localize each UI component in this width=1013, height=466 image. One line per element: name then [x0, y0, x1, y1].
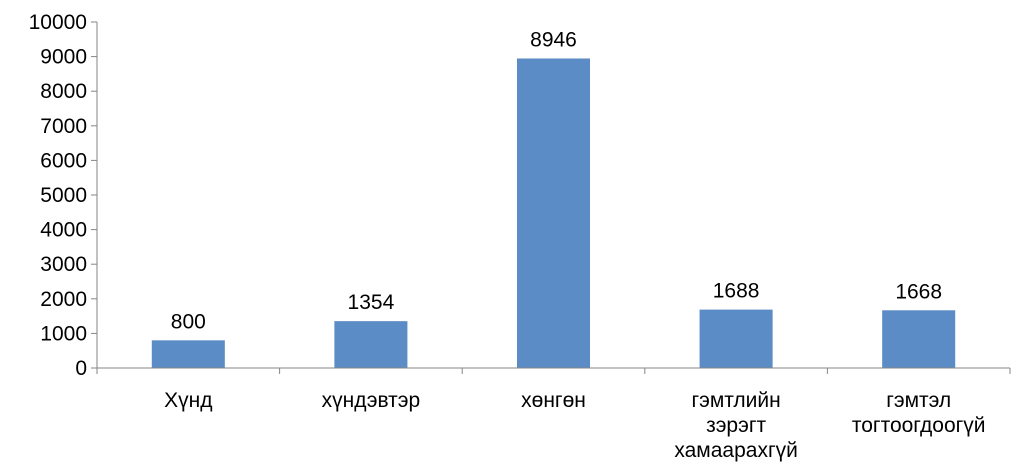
bar [882, 310, 956, 368]
bars: 800 1354 8946 1688 1668 [151, 28, 956, 369]
y-tick-label: 10000 [29, 11, 87, 34]
x-tick-label: гэмтэл тогтоогдоогүй [852, 389, 986, 437]
y-tick-label: 5000 [40, 184, 87, 207]
bar [699, 309, 773, 368]
x-axis: Хүнд хүндэвтэр хөнгөн гэмтлийн зэрэгт хамаара… [96, 367, 1011, 462]
y-tick-label: 0 [75, 357, 87, 380]
data-label: 1688 [713, 280, 760, 303]
y-tick-label: 4000 [40, 219, 87, 242]
y-tick-label: 9000 [40, 46, 87, 69]
y-tick-label: 8000 [40, 80, 87, 103]
x-tick-label: гэмтлийн зэрэгт хамаарахгүй [674, 389, 798, 462]
y-tick-label: 3000 [40, 253, 87, 276]
data-label: 8946 [530, 28, 577, 51]
x-tick-label: хөнгөн [521, 389, 586, 412]
bar [151, 340, 225, 368]
y-tick-label: 6000 [40, 149, 87, 172]
y-tick-label: 7000 [40, 115, 87, 138]
x-tick-label: Хүнд [164, 389, 212, 412]
bar [516, 58, 591, 369]
bar [334, 321, 408, 368]
y-tick-label: 1000 [40, 322, 87, 345]
data-label: 1354 [348, 291, 395, 314]
y-axis: 0 1000 2000 3000 4000 5000 6000 7000 8000 9000 100… [29, 11, 98, 380]
y-tick-label: 2000 [40, 288, 87, 311]
x-tick-label: хүндэвтэр [322, 389, 421, 412]
data-label: 800 [171, 310, 206, 333]
data-label: 1668 [895, 280, 942, 303]
